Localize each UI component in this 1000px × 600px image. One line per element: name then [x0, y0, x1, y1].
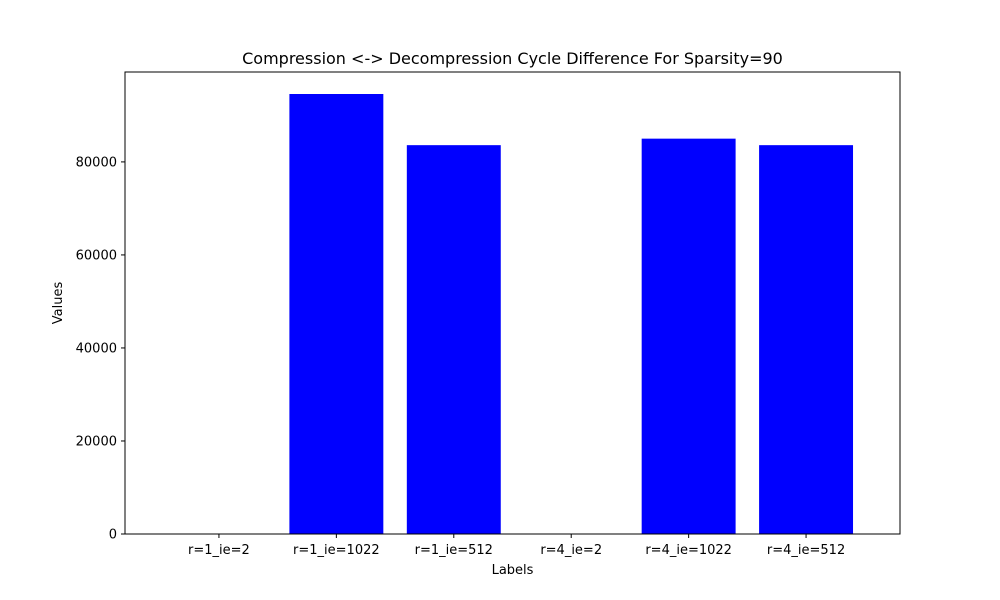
bars-group: [289, 94, 854, 534]
y-tick-label: 80000: [76, 155, 117, 170]
x-tick-label: r=4_ie=1022: [645, 543, 732, 558]
x-tick-label: r=4_ie=2: [540, 543, 602, 558]
x-axis-label: Labels: [492, 563, 534, 578]
y-tick-label: 40000: [76, 341, 117, 356]
bar: [641, 138, 736, 534]
plot-area-frame: [124, 71, 901, 535]
bar: [289, 94, 384, 534]
x-tick-label: r=1_ie=2: [188, 543, 250, 558]
y-axis-label: Values: [51, 282, 66, 325]
x-axis: r=1_ie=2 r=1_ie=1022 r=1_ie=512 r=4_ie=2 r=4…: [188, 534, 845, 558]
y-tick-label: 0: [109, 528, 117, 543]
chart-title: Compression <-> Decompression Cycle Diff…: [242, 49, 783, 68]
x-tick-label: r=4_ie=512: [767, 543, 845, 558]
x-tick-label: r=1_ie=512: [415, 543, 493, 558]
y-axis: 0 20000 40000 60000 80000: [76, 155, 125, 543]
y-tick-label: 20000: [76, 434, 117, 449]
x-tick-label: r=1_ie=1022: [293, 543, 380, 558]
bar: [406, 145, 501, 534]
bar: [759, 145, 854, 534]
y-tick-label: 60000: [76, 248, 117, 263]
